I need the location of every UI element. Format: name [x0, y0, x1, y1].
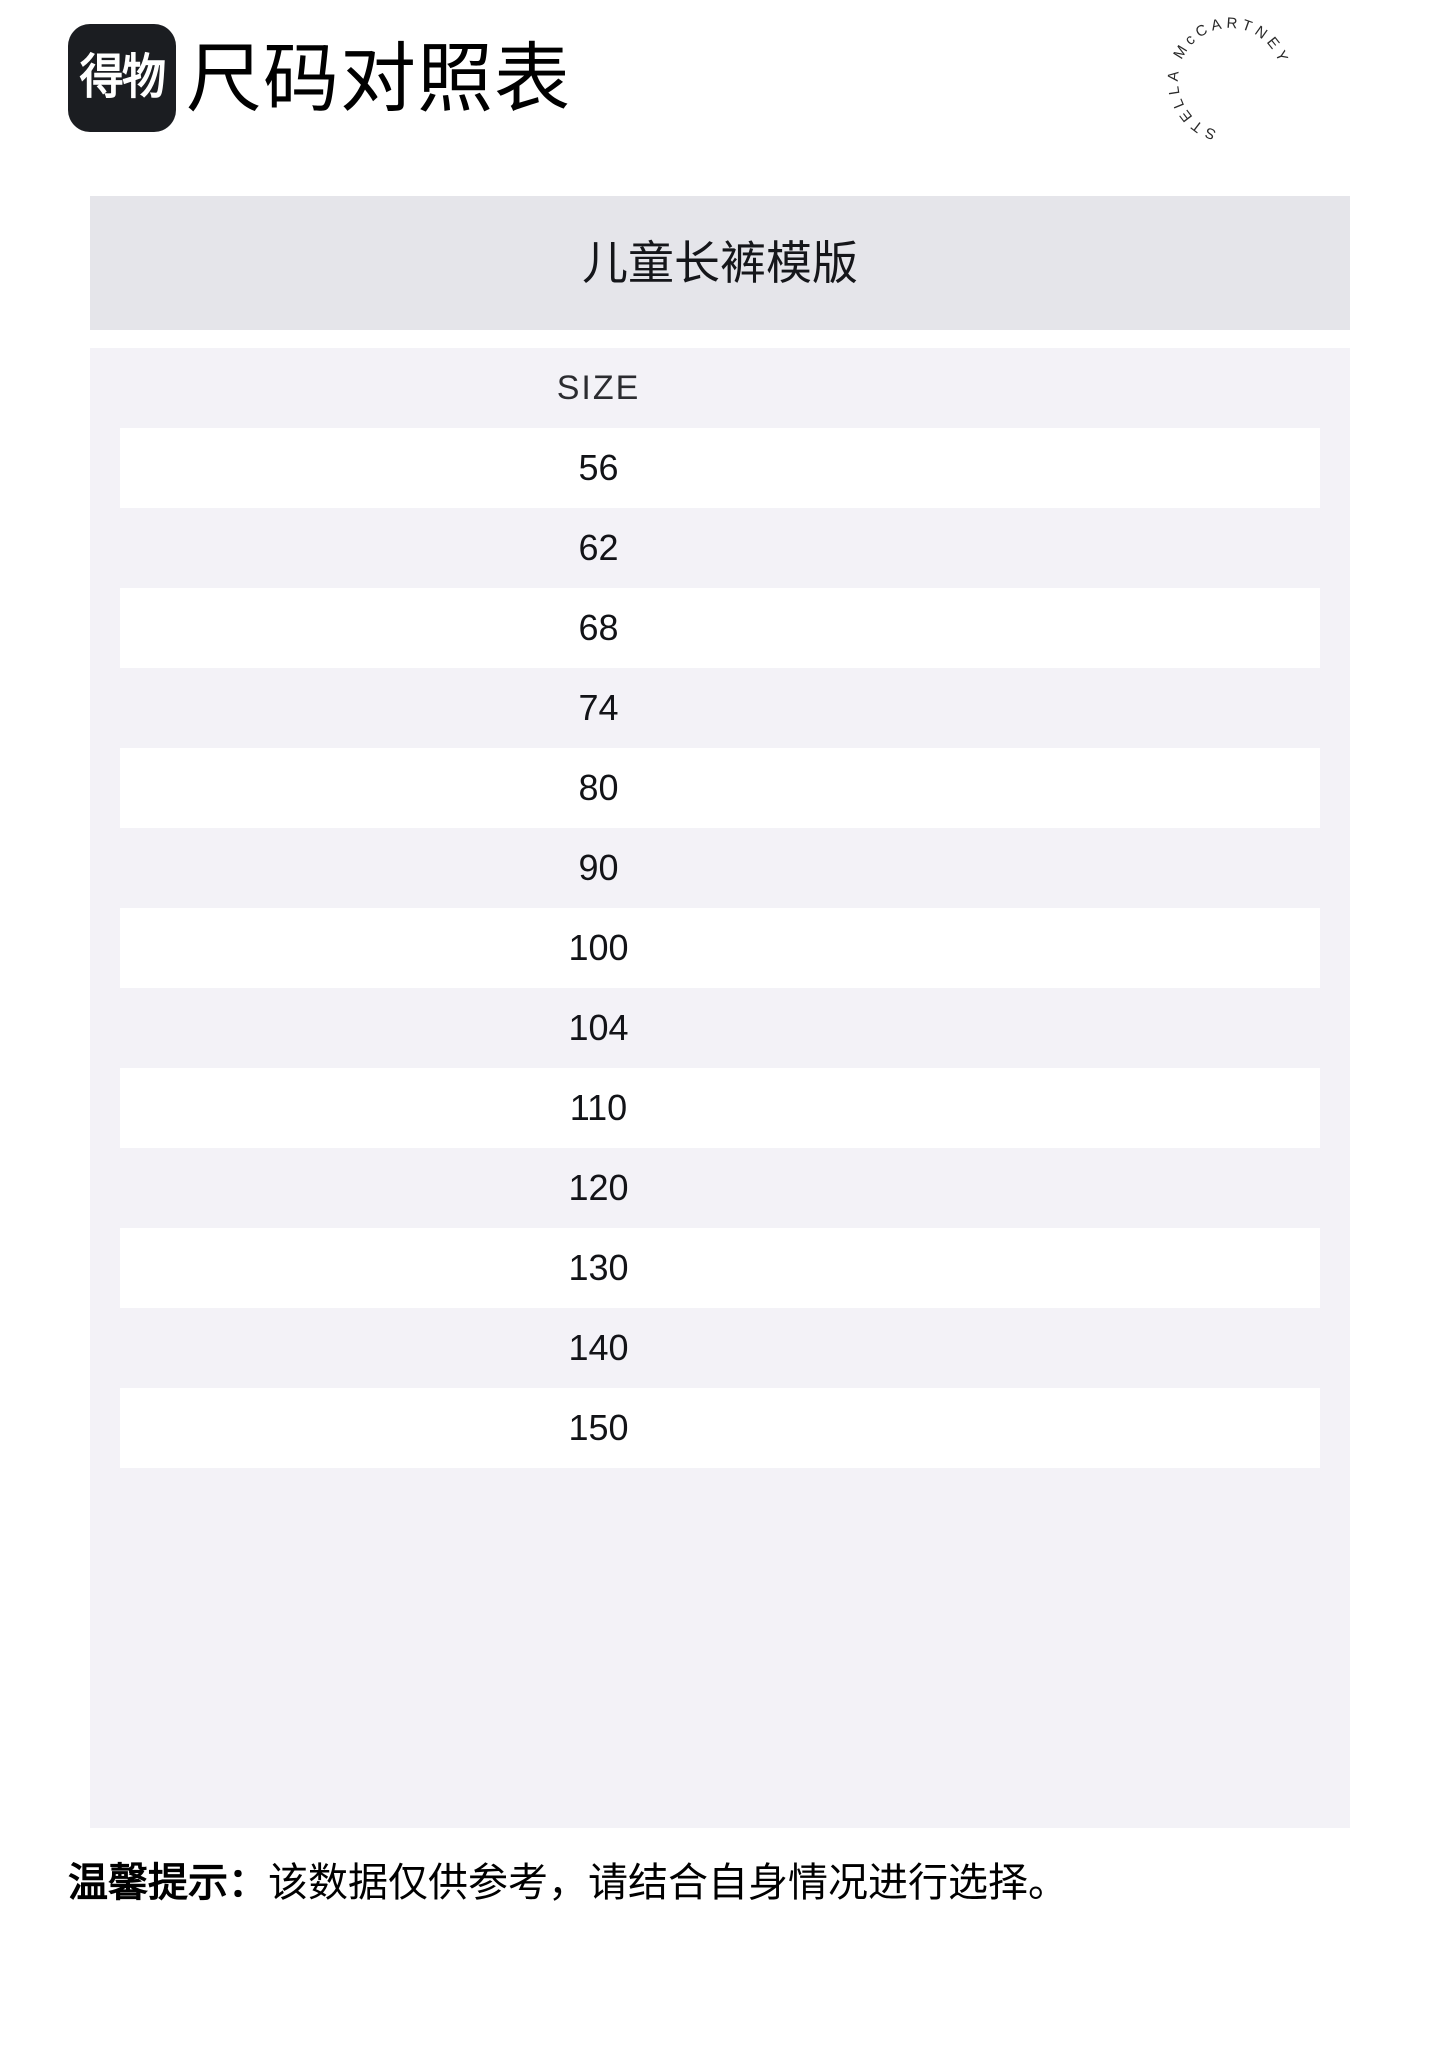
size-value: 100: [568, 927, 629, 968]
size-value: 130: [568, 1247, 629, 1288]
table-row: 120: [90, 1148, 1350, 1228]
footer-note-body: 该数据仅供参考，请结合自身情况进行选择。: [268, 1861, 1068, 1905]
footer-note-lead: 温馨提示：: [68, 1861, 268, 1905]
page-header: 得物 尺码对照表 STELLA McCARTNEY: [0, 0, 1440, 160]
size-value: 68: [578, 607, 619, 648]
size-value: 80: [578, 767, 619, 808]
section-title-band: 儿童长裤模版: [90, 196, 1350, 330]
dewu-brand-logo-text: 得物: [79, 51, 166, 104]
table-row: 56: [90, 428, 1350, 508]
row-background: [90, 668, 1350, 748]
size-table-rows: SIZE 56 62 68 74 80 90 100 104 110 120 130 140 150: [90, 348, 1350, 1468]
row-background: [90, 988, 1350, 1068]
table-row: 80: [90, 748, 1350, 828]
svg-text:STELLA McCARTNEY: STELLA McCARTNEY: [1165, 15, 1293, 143]
row-background: [120, 1228, 1320, 1308]
size-value: 140: [568, 1327, 629, 1368]
size-table-panel: SIZE 56 62 68 74 80 90 100 104 110 120 130 140 150: [90, 348, 1350, 1828]
size-value: 120: [568, 1167, 629, 1208]
table-row: 150: [90, 1388, 1350, 1468]
table-row: 100: [90, 908, 1350, 988]
column-header-size: SIZE: [556, 368, 641, 407]
size-value: 74: [578, 687, 619, 728]
table-row: 68: [90, 588, 1350, 668]
dewu-brand-logo: 得物: [68, 24, 176, 132]
size-value: 110: [569, 1087, 628, 1128]
row-background: [120, 908, 1320, 988]
table-row: 130: [90, 1228, 1350, 1308]
row-background: [90, 828, 1350, 908]
page-title: 尺码对照表: [186, 37, 571, 122]
row-background: [90, 1308, 1350, 1388]
row-background: [90, 508, 1350, 588]
footer-note: 温馨提示：该数据仅供参考，请结合自身情况进行选择。: [68, 1855, 1388, 1911]
size-value: 150: [568, 1407, 629, 1448]
size-value: 104: [568, 1007, 629, 1048]
size-value: 56: [578, 447, 619, 488]
stella-mccartney-circular-logo: STELLA McCARTNEY: [1155, 14, 1305, 144]
row-background: [120, 588, 1320, 668]
row-background: [120, 1068, 1320, 1148]
row-background: [120, 748, 1320, 828]
row-background: [120, 428, 1320, 508]
row-background: [90, 1148, 1350, 1228]
size-value: 62: [578, 527, 619, 568]
row-background: [120, 1388, 1320, 1468]
size-table-header-row: SIZE: [90, 348, 1350, 428]
table-row: 90: [90, 828, 1350, 908]
row-background: [90, 348, 1350, 428]
table-row: 62: [90, 508, 1350, 588]
table-row: 140: [90, 1308, 1350, 1388]
table-row: 110: [90, 1068, 1350, 1148]
table-row: 104: [90, 988, 1350, 1068]
table-row: 74: [90, 668, 1350, 748]
size-value: 90: [578, 847, 619, 888]
section-title: 儿童长裤模版: [582, 237, 858, 289]
